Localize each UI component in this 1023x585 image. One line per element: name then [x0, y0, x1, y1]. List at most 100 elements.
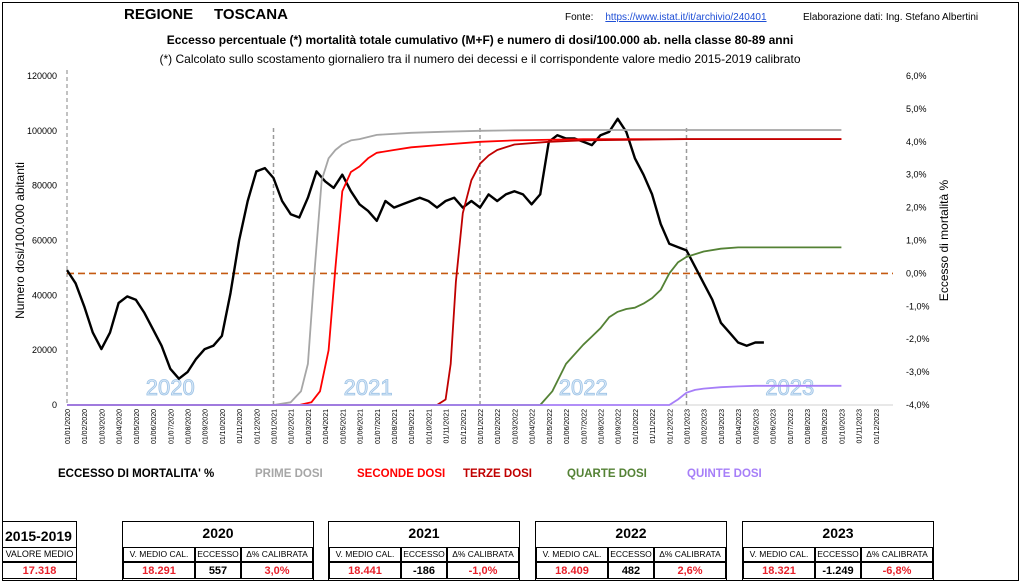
x-tick-label: 01/12/2023 [874, 409, 881, 444]
table-2020-h1: V. MEDIO CAL. [123, 547, 195, 562]
x-tick-label: 01/03/2023 [719, 409, 726, 444]
x-tick-label: 01/08/2021 [392, 409, 399, 444]
legend-item: PRIME DOSI [255, 468, 323, 480]
table-2023-year: 2023 [822, 525, 854, 541]
baseline-title: 2015-2019 [5, 528, 72, 544]
table-2020: 2020 V. MEDIO CAL. ECCESSO Δ% CALIBRATA … [122, 521, 314, 581]
table-2022-v2: 482 [608, 562, 654, 579]
x-tick-label: 01/01/2023 [685, 409, 692, 444]
x-tick-label: 01/07/2021 [375, 409, 382, 444]
table-2022: 2022 V. MEDIO CAL. ECCESSO Δ% CALIBRATA … [535, 521, 727, 581]
x-tick-label: 01/07/2023 [788, 409, 795, 444]
table-2021-v2: -186 [401, 562, 447, 579]
right-tick-label: 2,0% [906, 203, 927, 213]
source-link[interactable]: https://www.istat.it/it/archivio/240401 [605, 12, 767, 23]
x-tick-label: 01/02/2021 [289, 409, 296, 444]
credit-line: Elaborazione dati: Ing. Stefano Albertin… [803, 12, 979, 23]
chart-subtitle: (*) Calcolato sullo scostamento giornali… [159, 52, 801, 66]
left-tick-label: 100000 [27, 126, 57, 136]
right-tick-label: 5,0% [906, 104, 927, 114]
table-2021: 2021 V. MEDIO CAL. ECCESSO Δ% CALIBRATA … [328, 521, 520, 581]
right-tick-label: 4,0% [906, 137, 927, 147]
table-2021-v1: 18.441 [329, 562, 401, 579]
table-2023-v3: -6,8% [861, 562, 933, 579]
x-tick-label: 01/02/2022 [495, 409, 502, 444]
x-tick-label: 01/12/2022 [667, 409, 674, 444]
table-2020-v1: 18.291 [123, 562, 195, 579]
year-watermark-label: 2022 [559, 375, 608, 400]
series-line-terze-dosi [67, 138, 842, 406]
x-tick-label: 01/10/2020 [220, 409, 227, 444]
x-tick-label: 01/03/2021 [306, 409, 313, 444]
table-2023: 2023 V. MEDIO CAL. ECCESSO Δ% CALIBRATA … [742, 521, 934, 581]
y-axis-title: Numero dosi/100.000 abitanti [13, 162, 27, 319]
table-2021-year: 2021 [408, 525, 440, 541]
right-tick-label: 1,0% [906, 236, 927, 246]
x-tick-label: 01/07/2022 [581, 409, 588, 444]
table-2020-year: 2020 [202, 525, 234, 541]
x-tick-label: 01/10/2023 [839, 409, 846, 444]
y2-axis-title: Eccesso di mortalità % [937, 179, 951, 301]
table-baseline: 2015-2019 VALORE MEDIO 17.318 [2, 521, 77, 581]
x-tick-label: 01/04/2020 [117, 409, 124, 444]
left-tick-label: 120000 [27, 71, 57, 81]
x-tick-label: 01/06/2022 [564, 409, 571, 444]
x-tick-label: 01/02/2020 [82, 409, 89, 444]
right-tick-label: 6,0% [906, 71, 927, 81]
left-tick-label: 20000 [32, 345, 57, 355]
x-tick-label: 01/06/2020 [151, 409, 158, 444]
year-watermark-label: 2023 [765, 375, 814, 400]
x-tick-label: 01/10/2022 [633, 409, 640, 444]
table-2020-h3: Δ% CALIBRATA [241, 547, 313, 562]
source-line: Fonte: https://www.istat.it/it/archivio/2… [565, 12, 767, 23]
x-tick-label: 01/07/2020 [168, 409, 175, 444]
x-tick-label: 01/06/2023 [771, 409, 778, 444]
series-line-quarte-dosi [67, 246, 842, 406]
x-tick-label: 01/04/2023 [736, 409, 743, 444]
table-2022-year: 2022 [615, 525, 647, 541]
table-2022-v3: 2,6% [654, 562, 726, 579]
x-tick-label: 01/04/2021 [323, 409, 330, 444]
x-tick-label: 01/08/2020 [185, 409, 192, 444]
right-tick-label: -2,0% [906, 334, 930, 344]
year-watermark-label: 2020 [146, 375, 195, 400]
table-2021-v3: -1,0% [447, 562, 519, 579]
left-tick-label: 80000 [32, 181, 57, 191]
table-2023-v2: -1.249 [815, 562, 861, 579]
left-tick-label: 0 [52, 400, 57, 410]
table-2022-h2: ECCESSO [608, 547, 654, 562]
x-tick-label: 01/01/2022 [478, 409, 485, 444]
right-tick-label: 3,0% [906, 170, 927, 180]
table-2020-v3: 3,0% [241, 562, 313, 579]
table-2022-v1: 18.409 [536, 562, 608, 579]
x-tick-label: 01/09/2021 [409, 409, 416, 444]
baseline-header: VALORE MEDIO [2, 547, 77, 562]
series-line-seconde-dosi [67, 138, 842, 406]
x-tick-label: 01/02/2023 [702, 409, 709, 444]
x-tick-label: 01/09/2020 [203, 409, 210, 444]
x-tick-label: 01/11/2021 [444, 409, 451, 444]
chart-canvas: 0 20000 40000 60000 80000 100000 120000 -4,0% -3… [13, 70, 951, 480]
legend-item: SECONDE DOSI [357, 468, 445, 480]
x-tick-label: 01/08/2023 [805, 409, 812, 444]
right-tick-label: -3,0% [906, 367, 930, 377]
table-2021-h2: ECCESSO [401, 547, 447, 562]
right-tick-label: -1,0% [906, 301, 930, 311]
legend-item: QUARTE DOSI [567, 468, 647, 480]
x-tick-label: 01/03/2022 [512, 409, 519, 444]
source-label: Fonte: [565, 12, 594, 23]
x-tick-label: 01/11/2023 [857, 409, 864, 444]
table-2021-h3: Δ% CALIBRATA [447, 547, 519, 562]
x-tick-label: 01/01/2020 [65, 409, 72, 444]
series-line-eccesso-di-mortalita- [65, 117, 764, 380]
baseline-value: 17.318 [2, 562, 77, 579]
left-tick-label: 40000 [32, 290, 57, 300]
table-2021-h1: V. MEDIO CAL. [329, 547, 401, 562]
x-tick-label: 01/06/2021 [358, 409, 365, 444]
series-line-quinte-dosi [67, 384, 842, 406]
x-tick-label: 01/12/2020 [254, 409, 261, 444]
series-line-prime-dosi [67, 129, 842, 406]
x-tick-label: 01/05/2021 [340, 409, 347, 444]
right-tick-label: 0,0% [906, 268, 927, 278]
x-tick-label: 01/05/2022 [547, 409, 554, 444]
